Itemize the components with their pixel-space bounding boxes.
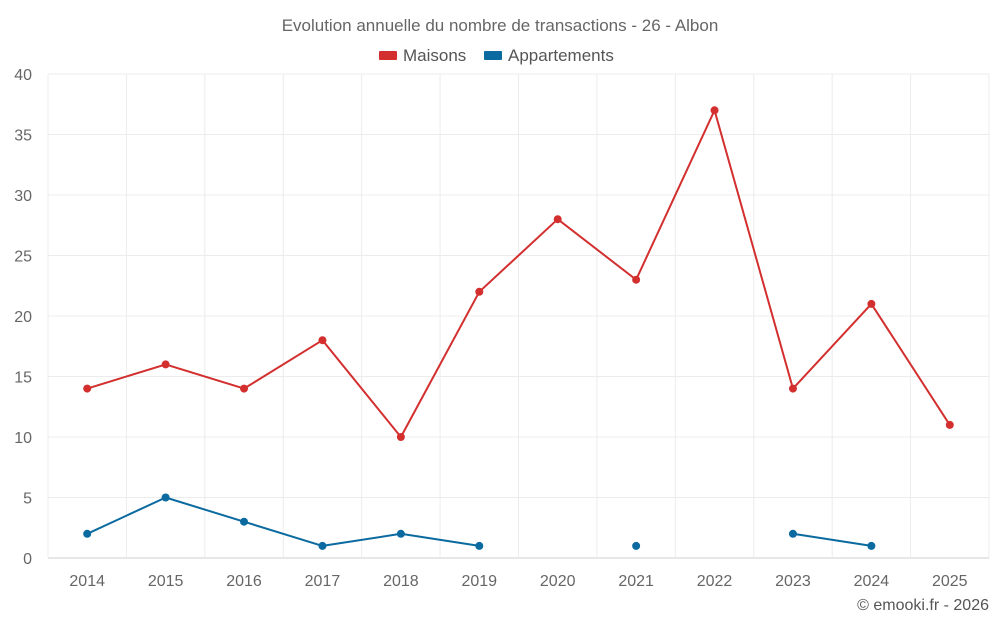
y-tick-label: 0 — [23, 551, 32, 568]
data-point-appartements[interactable] — [240, 517, 249, 526]
y-tick-label: 20 — [14, 309, 32, 326]
copyright-credit: © emooki.fr - 2026 — [857, 597, 989, 614]
x-tick-label: 2020 — [540, 573, 576, 590]
data-point-maisons[interactable] — [867, 299, 876, 308]
data-point-maisons[interactable] — [788, 384, 797, 393]
y-tick-label: 5 — [23, 491, 32, 508]
legend-swatch — [379, 51, 397, 60]
data-point-maisons[interactable] — [318, 336, 327, 345]
chart-title: Evolution annuelle du nombre de transact… — [282, 16, 719, 35]
x-tick-label: 2024 — [854, 573, 890, 590]
series-maisons — [83, 106, 954, 441]
series-appartements — [83, 493, 876, 550]
series-layer — [83, 106, 954, 550]
data-point-maisons[interactable] — [632, 275, 641, 284]
legend-item-appartements[interactable]: Appartements — [484, 46, 614, 65]
x-tick-label: 2019 — [461, 573, 497, 590]
y-tick-label: 35 — [14, 128, 32, 145]
x-tick-label: 2016 — [226, 573, 262, 590]
data-point-appartements[interactable] — [867, 541, 876, 550]
data-point-maisons[interactable] — [396, 433, 405, 441]
data-point-appartements[interactable] — [161, 493, 170, 502]
data-point-maisons[interactable] — [240, 384, 249, 393]
x-tick-label: 2025 — [932, 573, 968, 590]
x-tick-label: 2014 — [69, 573, 105, 590]
legend-item-maisons[interactable]: Maisons — [379, 46, 466, 65]
data-point-maisons[interactable] — [945, 420, 954, 429]
data-point-maisons[interactable] — [553, 215, 562, 224]
data-point-appartements[interactable] — [632, 541, 641, 550]
data-point-maisons[interactable] — [475, 287, 484, 296]
data-point-maisons[interactable] — [710, 106, 719, 115]
data-point-appartements[interactable] — [83, 529, 92, 538]
y-tick-label: 15 — [14, 370, 32, 387]
y-tick-label: 10 — [14, 430, 32, 447]
legend-swatch — [484, 51, 502, 60]
data-point-appartements[interactable] — [318, 541, 327, 550]
series-line-appartements — [86, 496, 481, 547]
y-tick-label: 40 — [14, 67, 32, 84]
data-point-appartements[interactable] — [396, 529, 405, 538]
x-tick-label: 2017 — [305, 573, 341, 590]
data-point-maisons[interactable] — [161, 360, 170, 369]
x-tick-label: 2021 — [618, 573, 654, 590]
y-tick-label: 25 — [14, 249, 32, 266]
grid-layer — [47, 73, 990, 559]
x-tick-label: 2022 — [697, 573, 733, 590]
legend[interactable]: Maisons Appartements — [379, 46, 614, 65]
data-point-maisons[interactable] — [83, 384, 92, 393]
x-tick-label: 2018 — [383, 573, 419, 590]
x-tick-label: 2015 — [148, 573, 184, 590]
legend-label: Maisons — [403, 46, 466, 65]
data-point-appartements[interactable] — [475, 541, 484, 550]
x-tick-label: 2023 — [775, 573, 811, 590]
series-line-maisons — [86, 109, 951, 438]
series-line-appartements — [791, 532, 873, 547]
legend-label: Appartements — [508, 46, 614, 65]
data-point-appartements[interactable] — [788, 529, 797, 538]
y-tick-label: 30 — [14, 188, 32, 205]
